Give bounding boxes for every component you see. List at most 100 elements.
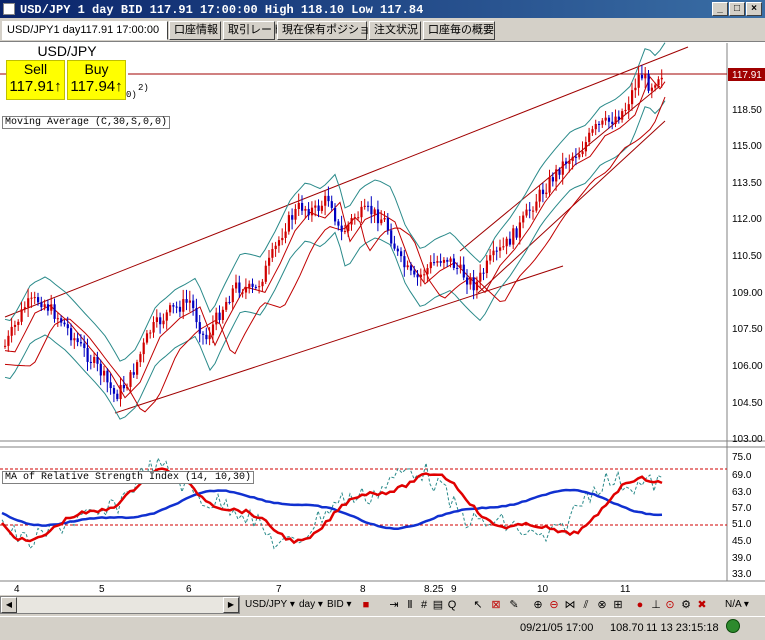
trash-icon[interactable]: ✖ bbox=[697, 599, 707, 611]
candle-body bbox=[416, 274, 419, 278]
arrow-tool-icon[interactable]: ↖ bbox=[473, 599, 483, 611]
time-tick: 9 bbox=[451, 584, 457, 595]
candle-body bbox=[132, 372, 135, 375]
price-tick: 110.50 bbox=[732, 251, 762, 262]
alert-icon[interactable]: ⊙ bbox=[665, 599, 675, 611]
candle-body bbox=[363, 205, 366, 207]
zoom-in-icon[interactable]: ⊕ bbox=[533, 599, 543, 611]
candle-body bbox=[419, 274, 422, 278]
candle-body bbox=[79, 342, 83, 344]
candle-body bbox=[423, 274, 426, 276]
candle-body bbox=[195, 308, 198, 323]
candle-body bbox=[574, 156, 578, 158]
order-icon[interactable]: ⊥ bbox=[651, 599, 661, 611]
candle-body bbox=[162, 320, 165, 325]
tab-account-summary[interactable]: 口座毎の概要 bbox=[423, 21, 495, 40]
buy-price: 117.94↑ bbox=[70, 78, 123, 95]
time-tick: 8.25 bbox=[424, 584, 444, 595]
candle-body bbox=[63, 322, 66, 325]
ma-long bbox=[4, 96, 666, 413]
symbol-select[interactable]: USD/JPY ▾ bbox=[245, 599, 295, 610]
candle-body bbox=[584, 142, 587, 152]
color-icon[interactable]: ■ bbox=[362, 599, 370, 611]
horizontal-scrollbar[interactable]: ◀ ▶ bbox=[0, 596, 240, 614]
candle-body bbox=[581, 151, 584, 155]
side-select[interactable]: BID ▾ bbox=[327, 599, 352, 610]
cursor-icon[interactable]: ⇥ bbox=[389, 599, 399, 611]
settings-icon[interactable]: ⚙ bbox=[681, 599, 691, 611]
candle-body bbox=[386, 218, 389, 231]
candle-body bbox=[112, 388, 116, 394]
candle-body bbox=[400, 251, 403, 257]
price-tick: 112.00 bbox=[732, 214, 762, 225]
draw-tool-icon[interactable]: ✎ bbox=[509, 599, 519, 611]
candle-body bbox=[277, 240, 281, 246]
tab-account-info[interactable]: 口座情報 bbox=[169, 21, 221, 40]
tab-rates[interactable]: 取引レート bbox=[223, 21, 283, 40]
zoom-out-icon[interactable]: ⊖ bbox=[549, 599, 559, 611]
price-tick: 113.50 bbox=[732, 178, 762, 189]
candle-body bbox=[274, 245, 277, 250]
scroll-left-button[interactable]: ◀ bbox=[1, 597, 17, 613]
rsi-label[interactable]: MA of Relative Strength Index (14, 10,30… bbox=[2, 471, 255, 484]
crosshair-icon[interactable]: Ⅱ bbox=[407, 599, 413, 611]
app-icon bbox=[3, 3, 15, 15]
shape-tool-icon[interactable]: ⊠ bbox=[491, 599, 501, 611]
cycle-icon[interactable]: ⊗ bbox=[597, 599, 607, 611]
close-button[interactable]: × bbox=[746, 2, 762, 16]
candle-body bbox=[459, 264, 462, 269]
chart-area[interactable]: 118.50 115.00 113.50 112.00 110.50 109.0… bbox=[0, 41, 765, 595]
tab-positions[interactable]: 現在保有ポジション bbox=[277, 21, 381, 40]
candle-body bbox=[119, 384, 122, 400]
status-datetime: 09/21/05 17:00 bbox=[520, 622, 594, 634]
sell-price: 117.91↑ bbox=[9, 78, 62, 95]
period-select[interactable]: day ▾ bbox=[299, 599, 323, 610]
candle-body bbox=[347, 224, 350, 232]
candle-body bbox=[314, 205, 317, 208]
candle-body bbox=[178, 306, 182, 312]
gann-icon[interactable]: ⊞ bbox=[613, 599, 623, 611]
fib-icon[interactable]: ⋈ bbox=[564, 599, 576, 611]
candle-body bbox=[73, 338, 76, 341]
scroll-right-button[interactable]: ▶ bbox=[223, 597, 239, 613]
candle-body bbox=[436, 261, 439, 263]
candle-body bbox=[310, 207, 314, 216]
status-timestamp: 11 13 23:15:18 bbox=[646, 622, 719, 634]
tab-orders[interactable]: 注文状況 bbox=[369, 21, 421, 40]
symbol-value: USD/JPY bbox=[245, 599, 288, 610]
candle-body bbox=[145, 333, 149, 343]
candle-body bbox=[254, 286, 257, 288]
tab-chart[interactable]: USD/JPY1 day117.91 17:00:00 bbox=[2, 21, 168, 40]
candle-body bbox=[469, 277, 472, 285]
candle-body bbox=[637, 74, 640, 88]
candle-body bbox=[27, 298, 30, 308]
maximize-button[interactable]: □ bbox=[729, 2, 745, 16]
candle-body bbox=[631, 90, 634, 105]
zoom-select[interactable]: N/A ▾ bbox=[725, 599, 749, 610]
candle-body bbox=[502, 246, 505, 248]
channel-icon[interactable]: ⫽ bbox=[583, 599, 589, 611]
candle-body bbox=[261, 281, 264, 287]
status-price: 108.70 bbox=[610, 622, 644, 634]
candle-body bbox=[109, 382, 112, 389]
candle-body bbox=[350, 217, 353, 225]
minimize-button[interactable]: _ bbox=[712, 2, 728, 16]
candle-body bbox=[327, 195, 330, 202]
moving-average-label[interactable]: Moving Average (C,30,S,0,0) bbox=[2, 116, 171, 129]
candle-body bbox=[376, 209, 380, 224]
candle-body bbox=[634, 87, 637, 91]
candle-body bbox=[7, 335, 10, 346]
price-chart[interactable]: 118.50 115.00 113.50 112.00 110.50 109.0… bbox=[0, 42, 765, 596]
sell-box[interactable]: Sell 117.91↑ bbox=[6, 60, 65, 100]
buy-box[interactable]: Buy 117.94↑ bbox=[67, 60, 126, 100]
grid-icon[interactable]: # bbox=[420, 599, 428, 611]
quote-symbol: USD/JPY bbox=[37, 43, 97, 59]
indicator-icon[interactable]: ▤ bbox=[432, 599, 444, 611]
candle-body bbox=[116, 393, 119, 400]
candle-body bbox=[320, 205, 323, 211]
candle-body bbox=[46, 304, 50, 311]
candle-body bbox=[248, 283, 251, 288]
buy-marker-icon[interactable]: ● bbox=[636, 599, 644, 611]
candle-body bbox=[442, 259, 446, 263]
text-icon[interactable]: Q bbox=[447, 599, 457, 611]
